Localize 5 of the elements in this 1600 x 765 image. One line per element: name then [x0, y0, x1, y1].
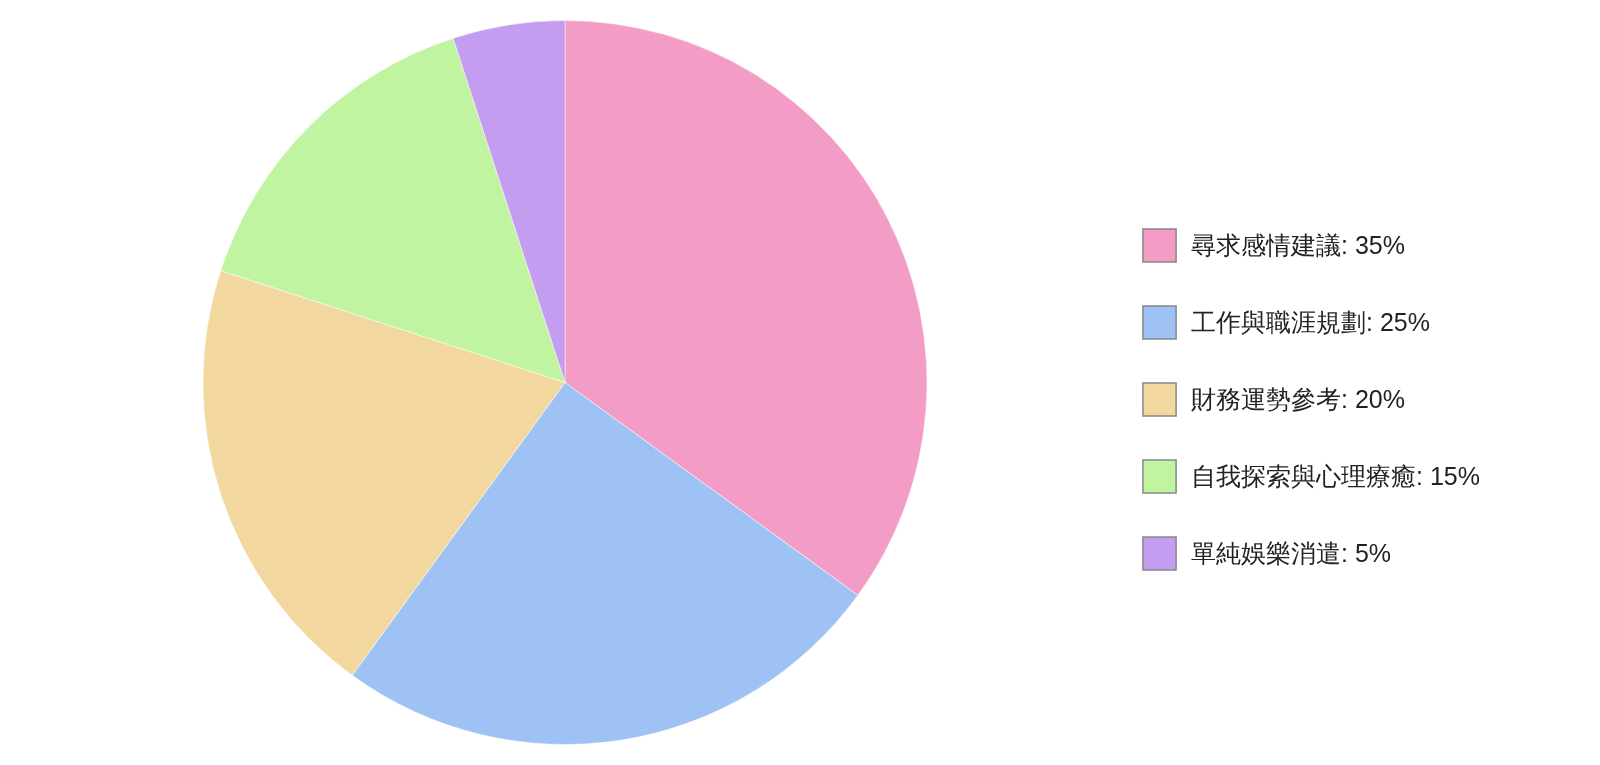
legend-label: 財務運勢參考: 20% — [1191, 384, 1405, 413]
legend-label: 工作與職涯規劃: 25% — [1191, 307, 1430, 336]
legend-label: 單純娛樂消遣: 5% — [1191, 538, 1392, 567]
legend-label: 自我探索與心理療癒: 15% — [1191, 461, 1480, 490]
legend-label: 尋求感情建議: 35% — [1191, 230, 1405, 259]
